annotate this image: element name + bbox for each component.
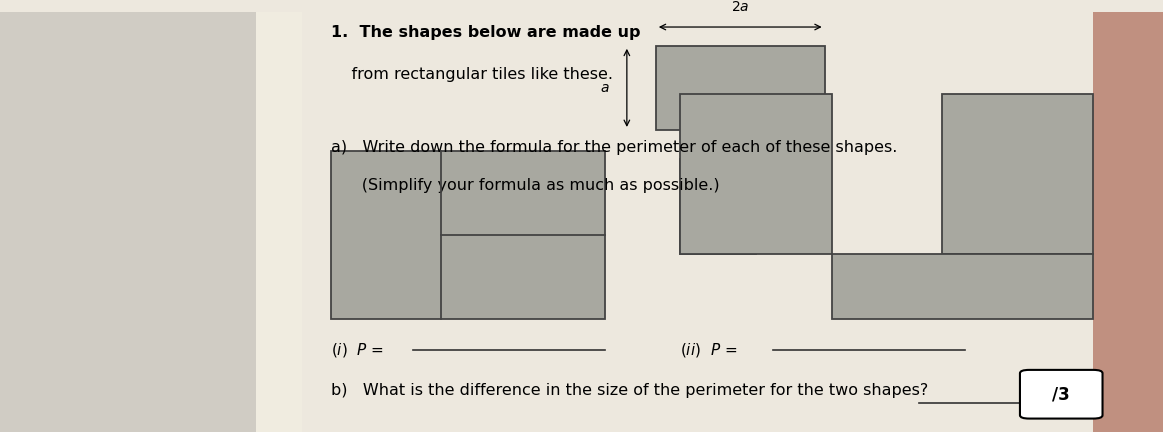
Bar [656,46,825,130]
Text: a)   Write down the formula for the perimeter of each of these shapes.: a) Write down the formula for the perime… [331,140,898,156]
Bar [1093,13,1163,432]
Bar [0,13,256,432]
Bar [942,94,1093,254]
Text: /3: /3 [1051,385,1070,403]
FancyBboxPatch shape [1020,370,1103,419]
Text: $a$: $a$ [600,81,609,95]
Text: $(i)$  $P$ =: $(i)$ $P$ = [331,341,385,359]
Bar [331,151,605,319]
Text: $2a$: $2a$ [732,0,749,14]
Text: b)   What is the difference in the size of the perimeter for the two shapes?: b) What is the difference in the size of… [331,382,929,397]
Text: (Simplify your formula as much as possible.): (Simplify your formula as much as possib… [331,178,720,193]
Bar [302,13,1093,432]
Text: $(ii)$  $P$ =: $(ii)$ $P$ = [680,341,737,359]
Bar [680,94,832,254]
Text: 1.  The shapes below are made up: 1. The shapes below are made up [331,25,641,40]
Text: from rectangular tiles like these.: from rectangular tiles like these. [331,67,613,82]
Bar [256,13,302,432]
Bar [680,159,756,254]
Bar [832,254,1093,319]
